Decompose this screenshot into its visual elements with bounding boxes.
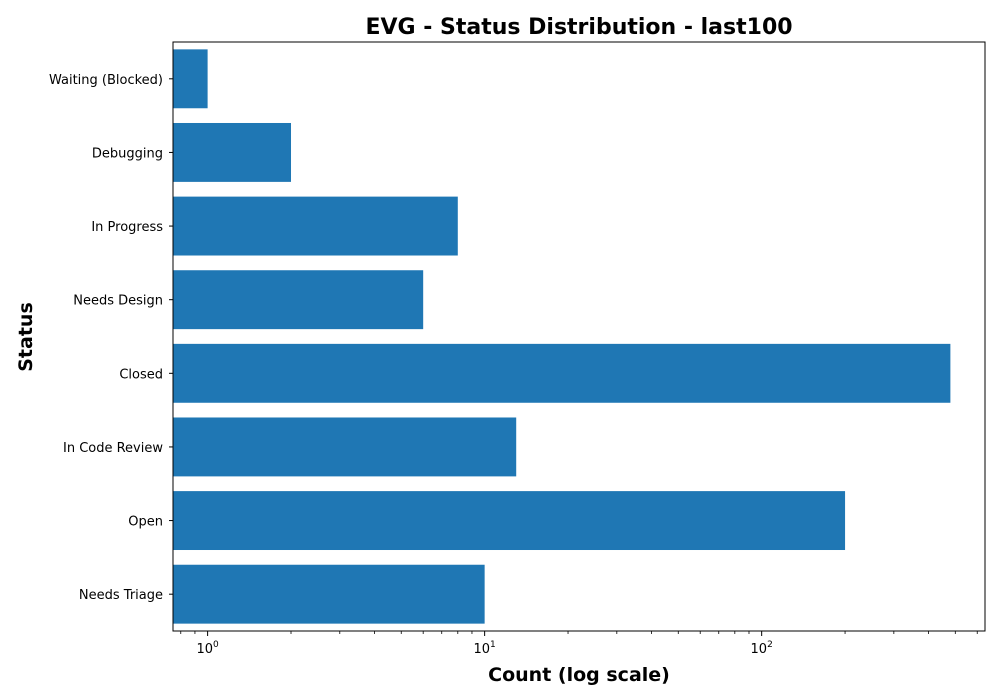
bars-layer	[173, 49, 951, 624]
chart-title: EVG - Status Distribution - last100	[365, 15, 792, 40]
y-tick-label: Closed	[119, 367, 163, 382]
x-tick-label: 102	[751, 640, 773, 657]
y-tick-label: Needs Design	[73, 294, 163, 309]
y-tick-layer: Waiting (Blocked) Debugging In Progress Nee…	[49, 73, 173, 603]
y-tick-label: Needs Triage	[79, 588, 163, 603]
bar-closed	[173, 343, 951, 403]
bar-debugging	[173, 122, 292, 182]
bar-waiting-blocked	[173, 49, 208, 109]
plot-frame	[172, 41, 986, 632]
y-tick-label: Debugging	[92, 146, 163, 161]
y-tick-label: Waiting (Blocked)	[49, 73, 163, 88]
y-tick-label: In Code Review	[63, 441, 163, 456]
x-tick-label: 100	[196, 640, 219, 657]
bar-needs-design	[173, 270, 424, 330]
bar-in-code-review	[173, 417, 517, 477]
bar-in-progress	[173, 196, 458, 256]
y-axis-label: Status	[15, 302, 37, 372]
y-tick-label: Open	[128, 515, 163, 530]
y-tick-label: In Progress	[91, 220, 163, 235]
x-axis-label: Count (log scale)	[488, 664, 670, 686]
x-tick-layer: 100 101 102	[180, 631, 978, 657]
x-tick-label: 101	[473, 640, 495, 657]
bar-needs-triage	[173, 564, 485, 624]
bar-open	[173, 491, 846, 551]
